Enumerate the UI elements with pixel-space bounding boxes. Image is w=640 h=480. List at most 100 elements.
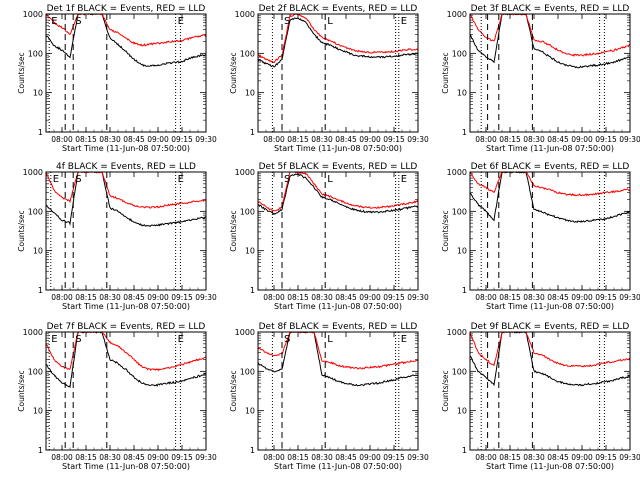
series-line [470, 332, 630, 387]
x-tick-label: 08:45 [335, 293, 357, 302]
y-axis-label: Counts/sec [441, 370, 450, 411]
y-tick-label: 10 [245, 89, 255, 98]
x-axis-label: Start Time (11-Jun-08 07:50:00) [274, 462, 402, 471]
chart-title: Det 1f BLACK = Events, RED = LLD [47, 4, 206, 14]
y-tick-label: 1000 [447, 10, 467, 19]
marker-label: E [178, 334, 184, 345]
y-tick-label: 10 [33, 89, 43, 98]
y-tick-label: 1000 [447, 168, 467, 177]
marker-label: S [284, 334, 290, 345]
y-tick-label: 100 [28, 49, 43, 58]
series-line [46, 172, 206, 209]
chart-panel: Det 7f BLACK = Events, RED = LLD 1 10 100 10… [17, 322, 217, 471]
x-tick-label: 08:00 [263, 293, 285, 302]
x-tick-label: 08:15 [499, 453, 521, 462]
plot-area [470, 14, 630, 132]
plot-frame [469, 331, 631, 451]
series-line [46, 332, 206, 389]
x-tick-label: 08:00 [51, 453, 73, 462]
x-tick-label: 08:00 [475, 453, 497, 462]
plot-frame [45, 13, 207, 133]
y-tick-label: 1000 [23, 328, 43, 337]
x-tick-label: 09:30 [195, 135, 217, 144]
x-axis-label: Start Time (11-Jun-08 07:50:00) [486, 144, 614, 153]
x-tick-label: 09:15 [383, 293, 405, 302]
series-line [258, 332, 418, 387]
y-tick-label: 1 [38, 446, 43, 455]
x-tick-label: 08:30 [311, 453, 333, 462]
series-line [470, 332, 630, 368]
plot-frame [257, 13, 419, 133]
y-tick-label: 1000 [235, 168, 255, 177]
series-line [470, 172, 630, 197]
plot-area [258, 172, 418, 290]
x-tick-label: 08:45 [547, 453, 569, 462]
x-tick-label: 09:30 [619, 293, 640, 302]
x-axis-label: Start Time (11-Jun-08 07:50:00) [274, 302, 402, 311]
x-axis-label: Start Time (11-Jun-08 07:50:00) [62, 462, 190, 471]
x-tick-label: 08:00 [51, 293, 73, 302]
x-tick-label: 09:00 [359, 293, 381, 302]
plot-area [258, 14, 418, 132]
x-tick-label: 09:00 [359, 135, 381, 144]
marker-label: L [327, 16, 333, 27]
chart-panel: Det 2f BLACK = Events, RED = LLD 1 10 100 10… [229, 4, 429, 153]
x-tick-label: 09:30 [619, 135, 640, 144]
y-tick-label: 100 [240, 367, 255, 376]
chart-panel: Det 1f BLACK = Events, RED = LLD 1 10 100 10… [17, 4, 217, 153]
chart-title: Det 6f BLACK = Events, RED = LLD [471, 162, 630, 172]
y-tick-label: 10 [457, 89, 467, 98]
x-tick-label: 08:30 [99, 135, 121, 144]
x-tick-label: 09:30 [619, 453, 640, 462]
series-line [470, 14, 630, 69]
y-tick-label: 1 [250, 286, 255, 295]
y-tick-label: 10 [457, 247, 467, 256]
x-tick-label: 08:00 [263, 453, 285, 462]
x-tick-label: 08:30 [523, 293, 545, 302]
y-tick-label: 1 [250, 128, 255, 137]
x-tick-label: 08:15 [75, 453, 97, 462]
y-tick-label: 10 [33, 407, 43, 416]
x-tick-label: 08:45 [123, 135, 145, 144]
series-line [258, 173, 418, 216]
series-line [258, 332, 418, 370]
x-tick-label: 09:30 [195, 453, 217, 462]
y-tick-label: 100 [28, 207, 43, 216]
y-tick-label: 10 [457, 407, 467, 416]
marker-label: E [53, 174, 59, 185]
y-tick-label: 100 [452, 207, 467, 216]
x-tick-label: 09:00 [571, 453, 593, 462]
chart-title: Det 5f BLACK = Events, RED = LLD [259, 162, 418, 172]
series-line [470, 172, 630, 223]
x-tick-label: 08:45 [123, 293, 145, 302]
y-axis-label: Counts/sec [441, 52, 450, 93]
plot-area [258, 332, 418, 450]
plot-frame [45, 171, 207, 291]
y-axis-label: Counts/sec [229, 210, 238, 251]
chart-title: Det 8f BLACK = Events, RED = LLD [259, 322, 418, 332]
marker-label: S [284, 16, 290, 27]
plot-area [46, 172, 206, 290]
chart-panel: Det 5f BLACK = Events, RED = LLD 1 10 100 10… [229, 162, 429, 311]
series-line [46, 172, 206, 228]
series-line [258, 17, 418, 68]
series-line [46, 332, 206, 372]
plot-frame [45, 331, 207, 451]
marker-label: S [75, 174, 81, 185]
x-tick-label: 09:30 [195, 293, 217, 302]
series-line [258, 172, 418, 212]
marker-label: E [178, 16, 184, 27]
y-tick-label: 100 [452, 367, 467, 376]
chart-title: Det 2f BLACK = Events, RED = LLD [259, 4, 418, 14]
plot-frame [257, 171, 419, 291]
x-tick-label: 08:30 [311, 293, 333, 302]
x-axis-label: Start Time (11-Jun-08 07:50:00) [486, 302, 614, 311]
y-tick-label: 1 [462, 286, 467, 295]
x-tick-label: 08:00 [263, 135, 285, 144]
x-tick-label: 08:00 [51, 135, 73, 144]
x-tick-label: 08:15 [287, 135, 309, 144]
marker-label: L [327, 174, 333, 185]
y-axis-label: Counts/sec [17, 370, 26, 411]
chart-panel: Det 6f BLACK = Events, RED = LLD 1 10 100 10… [441, 162, 640, 311]
